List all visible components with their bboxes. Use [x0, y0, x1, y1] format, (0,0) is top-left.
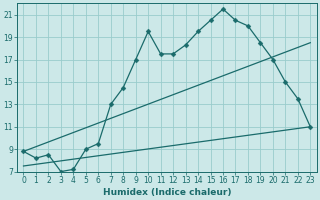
X-axis label: Humidex (Indice chaleur): Humidex (Indice chaleur) — [103, 188, 231, 197]
